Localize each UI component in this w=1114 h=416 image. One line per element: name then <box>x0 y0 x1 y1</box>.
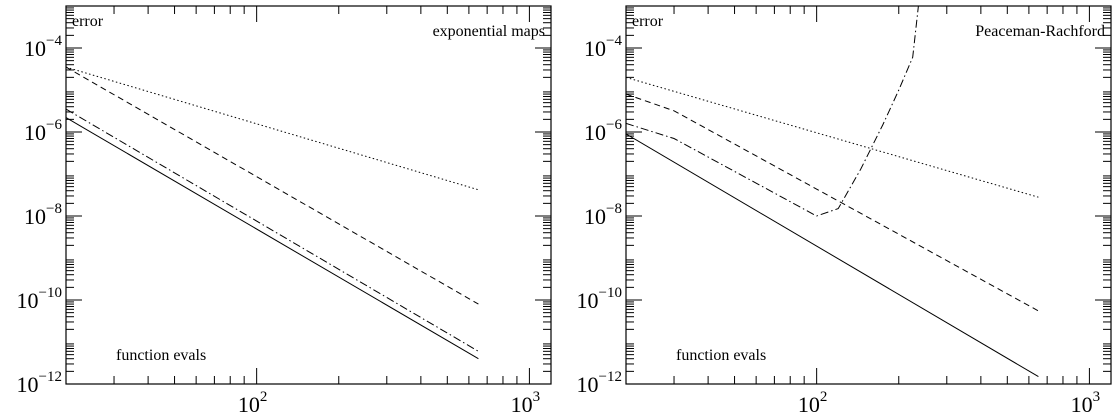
series-line-dashdot <box>66 108 479 352</box>
x-tick-label-exponent: 2 <box>260 389 268 405</box>
series-line-solid <box>626 133 1039 378</box>
y-tick-label: 10−4 <box>24 33 62 61</box>
series-line-dotted <box>66 66 479 191</box>
y-tick-label: 10−12 <box>17 369 62 397</box>
series-line-dotted <box>626 76 1039 198</box>
y-tick-label-exponent: −10 <box>39 285 62 301</box>
y-tick-label-exponent: −4 <box>606 33 622 49</box>
y-tick-label-base: 10 <box>584 120 606 145</box>
y-tick-label-base: 10 <box>584 36 606 61</box>
x-axis-label: function evals <box>676 347 766 364</box>
y-tick-label-base: 10 <box>24 204 46 229</box>
y-tick-label: 10−4 <box>584 33 622 61</box>
chart-title: exponential maps <box>433 23 545 40</box>
x-tick-label-exponent: 3 <box>533 389 541 405</box>
series-line-solid <box>66 117 479 360</box>
y-tick-label: 10−8 <box>24 201 62 229</box>
x-tick-label-base: 10 <box>1071 392 1093 416</box>
y-tick-label: 10−6 <box>584 117 622 145</box>
y-tick-label-exponent: −6 <box>46 117 62 133</box>
x-tick-label-base: 10 <box>511 392 533 416</box>
x-axis-label: function evals <box>116 347 206 364</box>
y-tick-label-base: 10 <box>577 372 599 397</box>
y-tick-label-exponent: −8 <box>606 201 622 217</box>
x-tick-label: 102 <box>798 389 828 416</box>
y-tick-label: 10−10 <box>17 285 62 313</box>
y-tick-label-exponent: −6 <box>606 117 622 133</box>
plot-frame <box>65 5 552 385</box>
y-tick-label: 10−8 <box>584 201 622 229</box>
x-tick-label-exponent: 3 <box>1093 389 1101 405</box>
plot-frame <box>625 5 1112 385</box>
y-tick-label-exponent: −8 <box>46 201 62 217</box>
y-tick-label-base: 10 <box>17 288 39 313</box>
y-tick-label-base: 10 <box>24 36 46 61</box>
x-tick-label-exponent: 2 <box>820 389 828 405</box>
y-tick-label-base: 10 <box>24 120 46 145</box>
x-tick-label: 103 <box>1071 389 1101 416</box>
y-tick-label-exponent: −12 <box>599 369 622 385</box>
y-axis-label: error <box>632 13 664 30</box>
x-tick-label-base: 10 <box>238 392 260 416</box>
y-axis-label: error <box>72 13 104 30</box>
series-line-dashed <box>66 66 479 305</box>
series-line-dashed <box>626 93 1039 312</box>
chart-title: Peaceman-Rachford <box>975 23 1105 40</box>
y-tick-label-base: 10 <box>17 372 39 397</box>
x-tick-label-base: 10 <box>798 392 820 416</box>
y-tick-label-base: 10 <box>584 204 606 229</box>
series-line-dashdot <box>626 6 919 217</box>
y-tick-label-base: 10 <box>577 288 599 313</box>
x-tick-label: 102 <box>238 389 268 416</box>
y-tick-label: 10−12 <box>577 369 622 397</box>
y-tick-label-exponent: −10 <box>599 285 622 301</box>
y-tick-label-exponent: −12 <box>39 369 62 385</box>
y-tick-label: 10−10 <box>577 285 622 313</box>
series-group <box>66 66 479 360</box>
y-tick-label-exponent: −4 <box>46 33 62 49</box>
series-group <box>626 6 1039 378</box>
y-tick-label: 10−6 <box>24 117 62 145</box>
x-tick-label: 103 <box>511 389 541 416</box>
